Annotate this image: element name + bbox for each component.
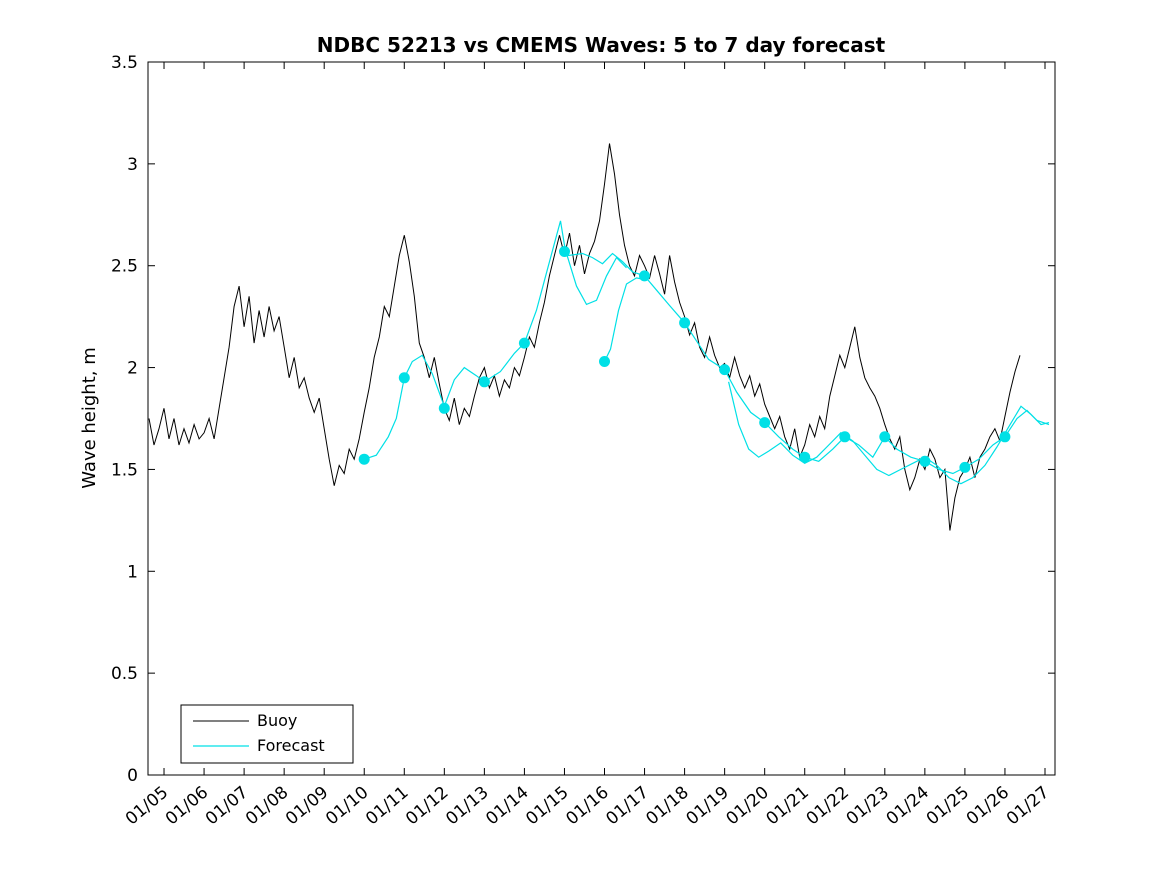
- forecast-marker: [639, 270, 650, 282]
- y-tick-label: 3.5: [111, 53, 138, 73]
- forecast-marker: [559, 246, 570, 257]
- legend: [180, 704, 354, 764]
- y-tick-label: 1: [127, 562, 138, 582]
- series-group: [148, 143, 1050, 531]
- y-axis-label: Wave height, m: [79, 347, 100, 488]
- forecast-series-line: [603, 277, 647, 362]
- forecast-marker: [478, 376, 490, 388]
- forecast-marker: [599, 356, 610, 367]
- forecast-marker: [759, 417, 771, 429]
- forecast-marker: [879, 431, 891, 443]
- forecast-marker: [959, 461, 971, 473]
- y-tick-label: 2: [127, 359, 138, 379]
- forecast-marker: [518, 337, 530, 349]
- forecast-marker: [719, 364, 731, 376]
- forecast-marker: [919, 455, 931, 467]
- y-tick-label: 1.5: [111, 460, 138, 480]
- y-tick-label: 0: [127, 766, 138, 786]
- y-tick-label: 0.5: [111, 664, 138, 684]
- legend-entry-label: Buoy: [257, 711, 297, 730]
- forecast-marker: [839, 431, 851, 443]
- y-tick-label: 2.5: [111, 257, 138, 277]
- forecast-marker: [999, 431, 1011, 443]
- buoy-series-line: [148, 143, 1021, 531]
- forecast-marker: [679, 317, 691, 329]
- forecast-marker: [398, 372, 410, 384]
- forecast-marker: [438, 402, 450, 414]
- legend-entry-label: Forecast: [257, 736, 325, 755]
- forecast-marker: [799, 451, 811, 463]
- y-tick-label: 3: [127, 155, 138, 175]
- axes-box: [147, 61, 1056, 776]
- forecast-series-line: [565, 253, 627, 306]
- forecast-marker: [358, 453, 370, 465]
- chart-title: NDBC 52213 vs CMEMS Waves: 5 to 7 day fo…: [317, 33, 886, 57]
